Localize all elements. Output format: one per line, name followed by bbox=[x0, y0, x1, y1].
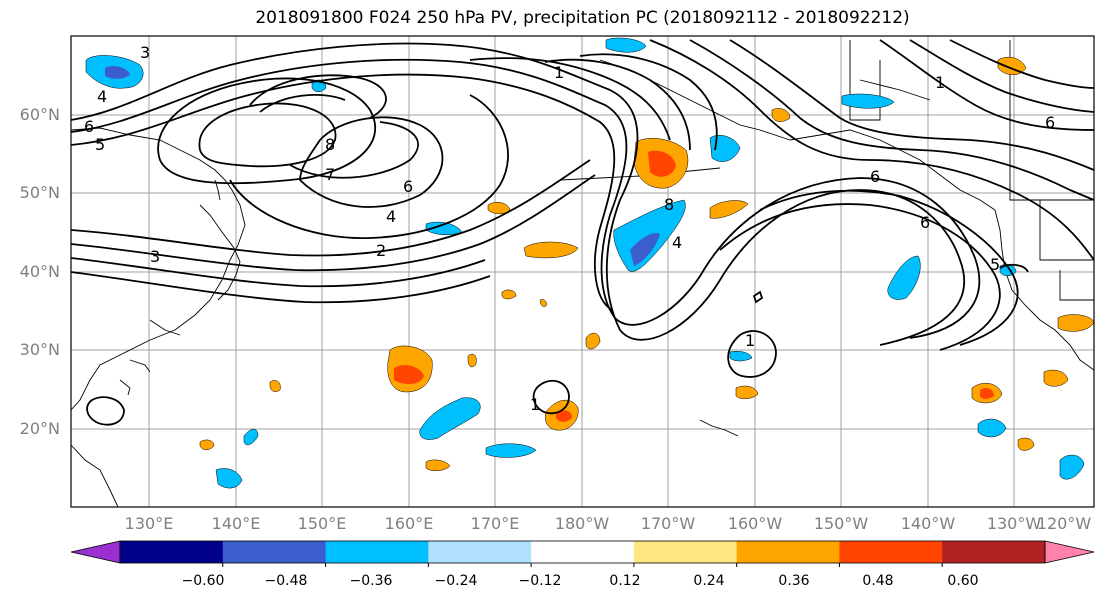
colorbar-tick-label: 0.48 bbox=[862, 573, 894, 589]
lon-label: 180°W bbox=[554, 514, 610, 533]
colorbar-bin bbox=[839, 541, 943, 563]
contour-label: 6 bbox=[870, 167, 880, 186]
lat-label: 60°N bbox=[19, 105, 60, 124]
contour-label: 4 bbox=[672, 233, 682, 252]
lon-label: 140°E bbox=[211, 514, 261, 533]
colorbar-bin bbox=[633, 541, 738, 563]
lon-label: 140°W bbox=[900, 514, 956, 533]
lon-label: 170°E bbox=[470, 514, 520, 533]
lat-label: 40°N bbox=[19, 262, 60, 281]
contour-label: 6 bbox=[1045, 113, 1055, 132]
colorbar-tick-label: 0.36 bbox=[778, 573, 810, 589]
colorbar-bin bbox=[222, 541, 327, 563]
contour-label: 3 bbox=[140, 43, 150, 62]
pv-contours bbox=[71, 39, 1094, 426]
lon-label: 150°W bbox=[813, 514, 869, 533]
map-title: 2018091800 F024 250 hPa PV, precipitatio… bbox=[255, 8, 910, 28]
colorbar-tick-label: −0.48 bbox=[264, 573, 308, 589]
contour-label: 8 bbox=[664, 195, 674, 214]
contour-label: 8 bbox=[325, 135, 335, 154]
colorbar-bin bbox=[736, 541, 840, 563]
colorbar-tick-label: −0.12 bbox=[518, 573, 562, 589]
contour-label: 3 bbox=[150, 247, 160, 266]
precip-shading bbox=[85, 37, 1094, 489]
colorbar-bin bbox=[531, 541, 635, 563]
contour-label: 1 bbox=[530, 395, 540, 414]
colorbar-extend-high bbox=[1044, 540, 1095, 564]
contour-label: 6 bbox=[84, 117, 94, 136]
colorbar-tick-label: 0.24 bbox=[693, 573, 725, 589]
contour-label: 6 bbox=[920, 213, 930, 232]
contour-label: 7 bbox=[325, 165, 335, 184]
lon-label: 160°W bbox=[727, 514, 783, 533]
colorbar-bin bbox=[325, 541, 429, 563]
colorbar-tick-label: −0.24 bbox=[434, 573, 478, 589]
colorbar-tick-label: −0.60 bbox=[181, 573, 225, 589]
colorbar-extend-low bbox=[70, 540, 121, 564]
lon-label: 150°E bbox=[297, 514, 347, 533]
colorbar-bin bbox=[942, 541, 1046, 563]
colorbar-outline bbox=[119, 540, 1046, 564]
colorbar-tick-label: 0.60 bbox=[947, 573, 979, 589]
gridlines bbox=[71, 36, 1094, 507]
lat-label: 30°N bbox=[19, 340, 60, 359]
lon-label: 160°E bbox=[384, 514, 434, 533]
lon-label: 130°E bbox=[124, 514, 174, 533]
colorbar bbox=[70, 540, 1095, 567]
contour-label: 5 bbox=[990, 255, 1000, 274]
contour-label: 6 bbox=[403, 177, 413, 196]
lat-label: 20°N bbox=[19, 419, 60, 438]
colorbar-bin bbox=[120, 541, 224, 563]
colorbar-tick-label: −0.36 bbox=[349, 573, 393, 589]
colorbar-tick-label: 0.12 bbox=[609, 573, 641, 589]
lat-label: 50°N bbox=[19, 183, 60, 202]
contour-label: 1 bbox=[935, 73, 945, 92]
colorbar-bin bbox=[428, 541, 532, 563]
map-frame bbox=[70, 35, 1095, 508]
lon-label: 170°W bbox=[640, 514, 696, 533]
contour-labels: 3 4 5 6 7 8 2 4 6 3 1 8 4 6 6 1 1 5 6 1 bbox=[84, 43, 1055, 414]
contour-label: 5 bbox=[95, 135, 105, 154]
lon-label: 130°W bbox=[986, 514, 1042, 533]
lon-label: 120°W bbox=[1036, 514, 1092, 533]
contour-label: 1 bbox=[554, 63, 564, 82]
contour-label: 4 bbox=[97, 87, 107, 106]
contour-label: 1 bbox=[745, 331, 755, 350]
contour-label: 4 bbox=[386, 207, 396, 226]
contour-label: 2 bbox=[376, 241, 386, 260]
